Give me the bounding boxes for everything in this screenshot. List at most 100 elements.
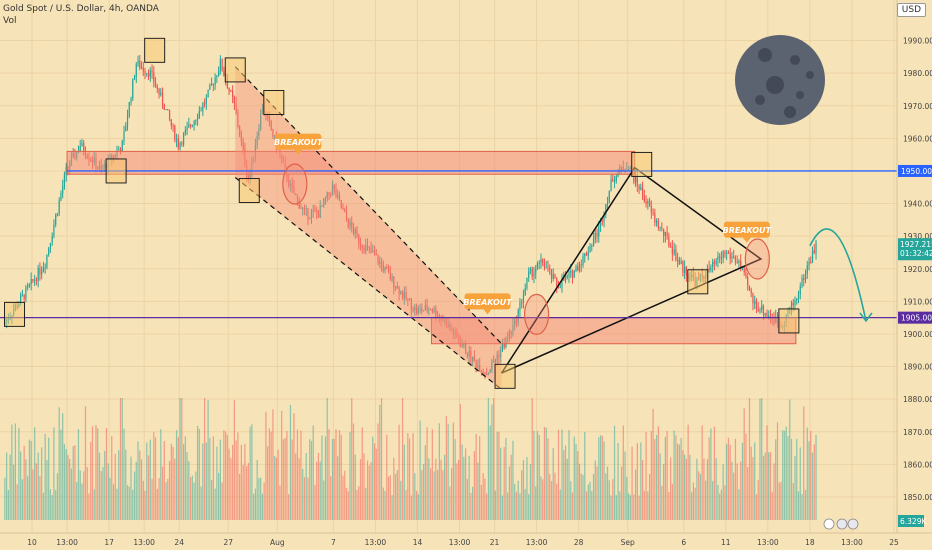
volume-bar bbox=[228, 448, 230, 520]
candle-body bbox=[794, 300, 796, 306]
forecast-arrow bbox=[809, 228, 873, 323]
volume-bar bbox=[505, 437, 507, 520]
candle-body bbox=[503, 344, 505, 348]
candle-body bbox=[182, 133, 185, 145]
volume-indicator-label[interactable]: Vol bbox=[3, 16, 17, 26]
volume-bar bbox=[258, 477, 260, 520]
candle-body bbox=[232, 90, 234, 98]
volume-bar bbox=[627, 493, 630, 520]
volume-bar bbox=[664, 436, 666, 520]
candle-body bbox=[137, 60, 139, 65]
time-tick-label: 13:00 bbox=[133, 538, 155, 547]
volume-bar bbox=[109, 477, 111, 520]
volume-bar bbox=[415, 490, 418, 520]
volume-bar bbox=[797, 491, 800, 520]
volume-bar bbox=[260, 477, 262, 520]
volume-bar bbox=[615, 495, 617, 520]
candle-body bbox=[135, 64, 137, 78]
volume-bar bbox=[519, 493, 521, 520]
candle-body bbox=[288, 179, 290, 186]
candle-body bbox=[46, 254, 48, 268]
volume-bar bbox=[703, 458, 705, 520]
last-price-countdown: 01:32:42 bbox=[900, 249, 932, 258]
candle-body bbox=[242, 141, 244, 149]
candle-body bbox=[433, 308, 435, 312]
candle-body bbox=[603, 214, 605, 222]
price-tick-label: 1920.000 bbox=[903, 265, 932, 274]
volume-bar bbox=[62, 413, 64, 520]
volume-bar bbox=[391, 495, 393, 520]
chart-header: Gold Spot / U.S. Dollar, 4h, OANDA Vol bbox=[3, 3, 159, 27]
breakout-label-tail bbox=[294, 149, 303, 155]
candle-body bbox=[188, 124, 190, 128]
candle-body bbox=[354, 229, 356, 234]
volume-bar bbox=[335, 429, 337, 520]
volume-bar bbox=[344, 470, 346, 520]
candle-body bbox=[722, 251, 724, 259]
volume-bar bbox=[570, 481, 572, 520]
volume-bar bbox=[564, 445, 567, 520]
highlight-box bbox=[631, 151, 653, 177]
volume-bar bbox=[326, 398, 328, 520]
candle-body bbox=[228, 88, 230, 91]
volume-bar bbox=[575, 443, 577, 520]
moon-crater bbox=[806, 71, 814, 79]
volume-bar bbox=[142, 480, 144, 520]
volume-bar bbox=[221, 482, 223, 520]
moon-crater bbox=[796, 91, 804, 99]
volume-bars bbox=[4, 398, 817, 520]
candle-body bbox=[550, 269, 553, 279]
candle-body bbox=[321, 205, 323, 207]
volume-bar bbox=[556, 483, 558, 520]
volume-bar bbox=[218, 472, 220, 520]
level-price-tag-text: 1905.000 bbox=[901, 314, 932, 323]
volume-bar bbox=[736, 463, 738, 520]
volume-bar bbox=[757, 479, 759, 520]
candle-body bbox=[221, 59, 223, 71]
candle-body bbox=[274, 135, 276, 137]
candle-body bbox=[415, 306, 418, 314]
candle-body bbox=[172, 125, 174, 127]
moon-crater bbox=[790, 55, 800, 65]
candle-body bbox=[219, 59, 221, 71]
candle-body bbox=[748, 285, 751, 291]
volume-bar bbox=[706, 459, 709, 520]
symbol-title[interactable]: Gold Spot / U.S. Dollar, 4h, OANDA bbox=[3, 4, 159, 14]
volume-bar bbox=[216, 446, 218, 520]
volume-bar bbox=[139, 450, 141, 520]
volume-bar bbox=[42, 492, 45, 520]
volume-bar bbox=[112, 484, 115, 520]
candle-body bbox=[596, 232, 598, 237]
volume-bar bbox=[780, 481, 782, 520]
volume-bar bbox=[449, 486, 451, 520]
candle-body bbox=[391, 276, 393, 280]
volume-bar bbox=[435, 458, 437, 520]
volume-bar bbox=[151, 478, 153, 520]
candle-body bbox=[671, 246, 673, 254]
volume-bar bbox=[715, 457, 717, 520]
candle-body bbox=[305, 208, 307, 210]
time-tick-label: 18 bbox=[805, 538, 815, 547]
currency-button[interactable]: USD bbox=[896, 3, 926, 17]
volume-bar bbox=[102, 467, 104, 520]
volume-bar bbox=[599, 435, 602, 520]
volume-bar bbox=[289, 404, 292, 520]
volume-bar bbox=[748, 398, 751, 520]
candle-body bbox=[53, 224, 55, 236]
breakout-circle bbox=[282, 163, 308, 205]
candle-body bbox=[657, 220, 659, 229]
volume-bar bbox=[549, 474, 551, 520]
price-tick-label: 1910.000 bbox=[903, 297, 932, 306]
candle-body bbox=[419, 308, 421, 310]
time-tick-label: 7 bbox=[331, 538, 336, 547]
volume-bar bbox=[393, 457, 395, 520]
candle-body bbox=[214, 77, 216, 86]
candle-body bbox=[123, 131, 125, 141]
candle-body bbox=[28, 284, 31, 286]
volume-bar bbox=[433, 471, 435, 520]
volume-bar bbox=[302, 468, 304, 520]
volume-bar bbox=[528, 494, 530, 520]
candle-body bbox=[792, 302, 794, 306]
volume-bar bbox=[526, 457, 528, 520]
